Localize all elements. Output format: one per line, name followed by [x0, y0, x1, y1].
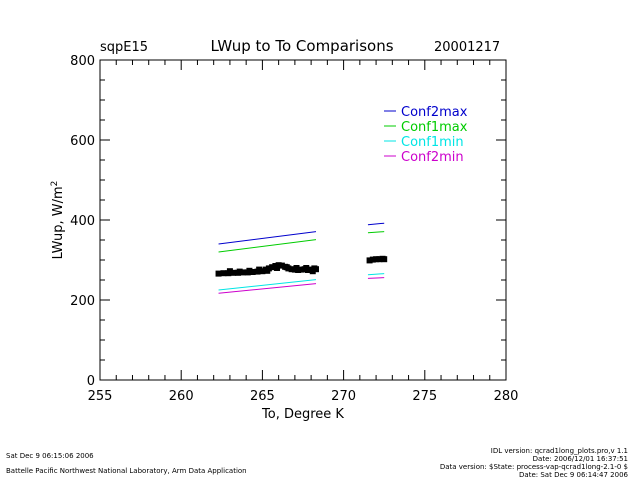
footer-right: IDL version: qcrad1long_plots.pro,v 1.1 … — [440, 447, 628, 479]
data-point — [236, 268, 243, 275]
data-point — [366, 257, 373, 264]
series-line-conf2min — [218, 283, 317, 294]
footer-idl-date: Date: 2006/12/01 16:37:51 — [532, 455, 628, 463]
data-point — [288, 266, 295, 273]
data-point — [264, 267, 271, 274]
series-line-conf1max — [367, 231, 385, 234]
legend-label-conf2max: Conf2max — [401, 105, 468, 120]
y-tick-label: 800 — [70, 54, 95, 69]
footer-timestamp: Sat Dec 9 06:15:06 2006 — [6, 452, 94, 460]
observations — [215, 255, 388, 277]
y-tick-label: 400 — [70, 214, 95, 229]
chart-title: LWup to To Comparisons — [210, 37, 393, 55]
data-point — [256, 266, 263, 273]
legend-label-conf1min: Conf1min — [401, 135, 464, 150]
chart: sqpE15 LWup to To Comparisons 20001217 2… — [50, 37, 518, 422]
footer-idl-version: IDL version: qcrad1long_plots.pro,v 1.1 — [490, 447, 628, 455]
data-point — [373, 256, 380, 263]
site-label: sqpE15 — [100, 40, 148, 55]
footer-data-version: Data version: $State: process-vap-qcrad1… — [439, 463, 628, 471]
series-line-conf1max — [218, 239, 317, 253]
axes: 255 260 265 270 275 280 0 200 400 600 800 — [70, 54, 518, 404]
data-point — [381, 256, 388, 263]
series-line-conf2min — [367, 277, 385, 279]
data-point — [312, 266, 319, 273]
legend-label-conf1max: Conf1max — [401, 120, 468, 135]
x-axis-label: To, Degree K — [261, 407, 344, 422]
data-point — [298, 266, 305, 273]
data-point — [303, 265, 310, 271]
x-tick-label: 260 — [169, 389, 194, 404]
x-tick-label: 275 — [412, 389, 437, 404]
data-point — [259, 268, 266, 275]
x-tick-label: 265 — [250, 389, 275, 404]
y-axis-label: LWup, W/m2 — [50, 181, 66, 260]
data-point — [226, 268, 233, 275]
data-point — [376, 256, 383, 263]
data-point — [246, 267, 253, 274]
series-layer — [218, 222, 385, 294]
series-line-conf1min — [367, 273, 385, 276]
y-tick-label: 600 — [70, 134, 95, 149]
footer-left: Sat Dec 9 06:15:06 2006 Battelle Pacific… — [6, 452, 247, 475]
data-point — [369, 256, 376, 263]
legend-label-conf2min: Conf2min — [401, 150, 464, 165]
data-point — [215, 270, 222, 277]
x-tick-label: 280 — [494, 389, 519, 404]
data-point — [293, 265, 300, 271]
date-label: 20001217 — [434, 40, 500, 55]
footer-data-date: Date: Sat Dec 9 06:14:47 2006 — [519, 471, 628, 479]
series-line-conf1min — [218, 279, 317, 291]
y-axis-label-superscript: 2 — [50, 181, 60, 187]
y-axis-label-text: LWup, W/m — [51, 186, 66, 259]
data-point — [283, 264, 290, 271]
data-point — [309, 268, 316, 275]
data-point — [220, 270, 227, 277]
data-point — [249, 269, 256, 275]
data-point — [274, 265, 281, 271]
x-tick-label: 255 — [88, 389, 113, 404]
data-point — [278, 262, 285, 269]
series-line-conf2max — [367, 222, 385, 226]
series-line-conf2max — [218, 231, 317, 245]
data-point — [239, 269, 246, 276]
data-point — [230, 269, 237, 276]
x-tick-label: 270 — [331, 389, 356, 404]
data-point — [269, 264, 276, 271]
footer-institution: Battelle Pacific Northwest National Labo… — [6, 467, 247, 475]
y-tick-label: 200 — [70, 294, 95, 309]
y-tick-label: 0 — [87, 374, 95, 389]
